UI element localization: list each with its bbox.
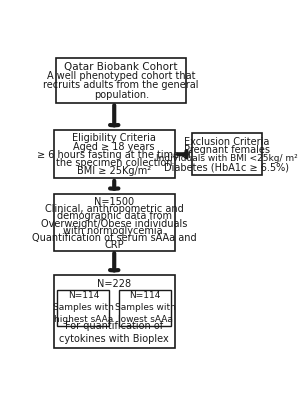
Text: demographic data from: demographic data from — [57, 211, 172, 221]
Text: Clinical, anthropometric and: Clinical, anthropometric and — [45, 204, 184, 214]
Text: N=1500: N=1500 — [94, 197, 134, 207]
Text: ≥ 6 hours fasting at the time of: ≥ 6 hours fasting at the time of — [37, 150, 191, 160]
Text: A well phenotyped cohort that: A well phenotyped cohort that — [47, 71, 196, 81]
Text: N=228: N=228 — [97, 279, 131, 289]
Text: Qatar Biobank Cohort: Qatar Biobank Cohort — [64, 62, 178, 72]
Bar — [56, 58, 186, 103]
Text: Exclusion Criteria: Exclusion Criteria — [184, 136, 270, 146]
Bar — [54, 275, 175, 348]
Text: For quantification of
cytokines with Bioplex: For quantification of cytokines with Bio… — [59, 321, 169, 344]
Bar — [54, 194, 175, 250]
Text: Pregnant females: Pregnant females — [184, 145, 270, 155]
Text: Overweight/Obese individuals: Overweight/Obese individuals — [41, 218, 188, 228]
Text: Eligibility Criteria: Eligibility Criteria — [72, 134, 156, 144]
Bar — [57, 290, 110, 326]
Text: with normoglycemia.: with normoglycemia. — [63, 226, 166, 236]
Text: CRP: CRP — [104, 240, 124, 250]
Text: Aged ≥ 18 years: Aged ≥ 18 years — [74, 142, 155, 152]
Text: Quantification of serum sAAa and: Quantification of serum sAAa and — [32, 233, 197, 243]
Text: BMI ≥ 25Kg/m²: BMI ≥ 25Kg/m² — [77, 166, 151, 176]
Bar — [191, 134, 262, 175]
Text: the specimen collection: the specimen collection — [56, 158, 172, 168]
Text: recruits adults from the general: recruits adults from the general — [44, 80, 199, 90]
Bar — [54, 130, 175, 178]
Text: N=114
Samples with
highest sAAa: N=114 Samples with highest sAAa — [53, 292, 114, 324]
Text: population.: population. — [94, 90, 149, 100]
Text: Individuals with BMI <25kg/ m²: Individuals with BMI <25kg/ m² — [156, 154, 298, 163]
Bar — [119, 290, 171, 326]
Text: Diabetes (HbA1c ≥ 6.5%): Diabetes (HbA1c ≥ 6.5%) — [164, 162, 290, 172]
Text: N=114
Samples with
lowest sAAa: N=114 Samples with lowest sAAa — [115, 292, 176, 324]
